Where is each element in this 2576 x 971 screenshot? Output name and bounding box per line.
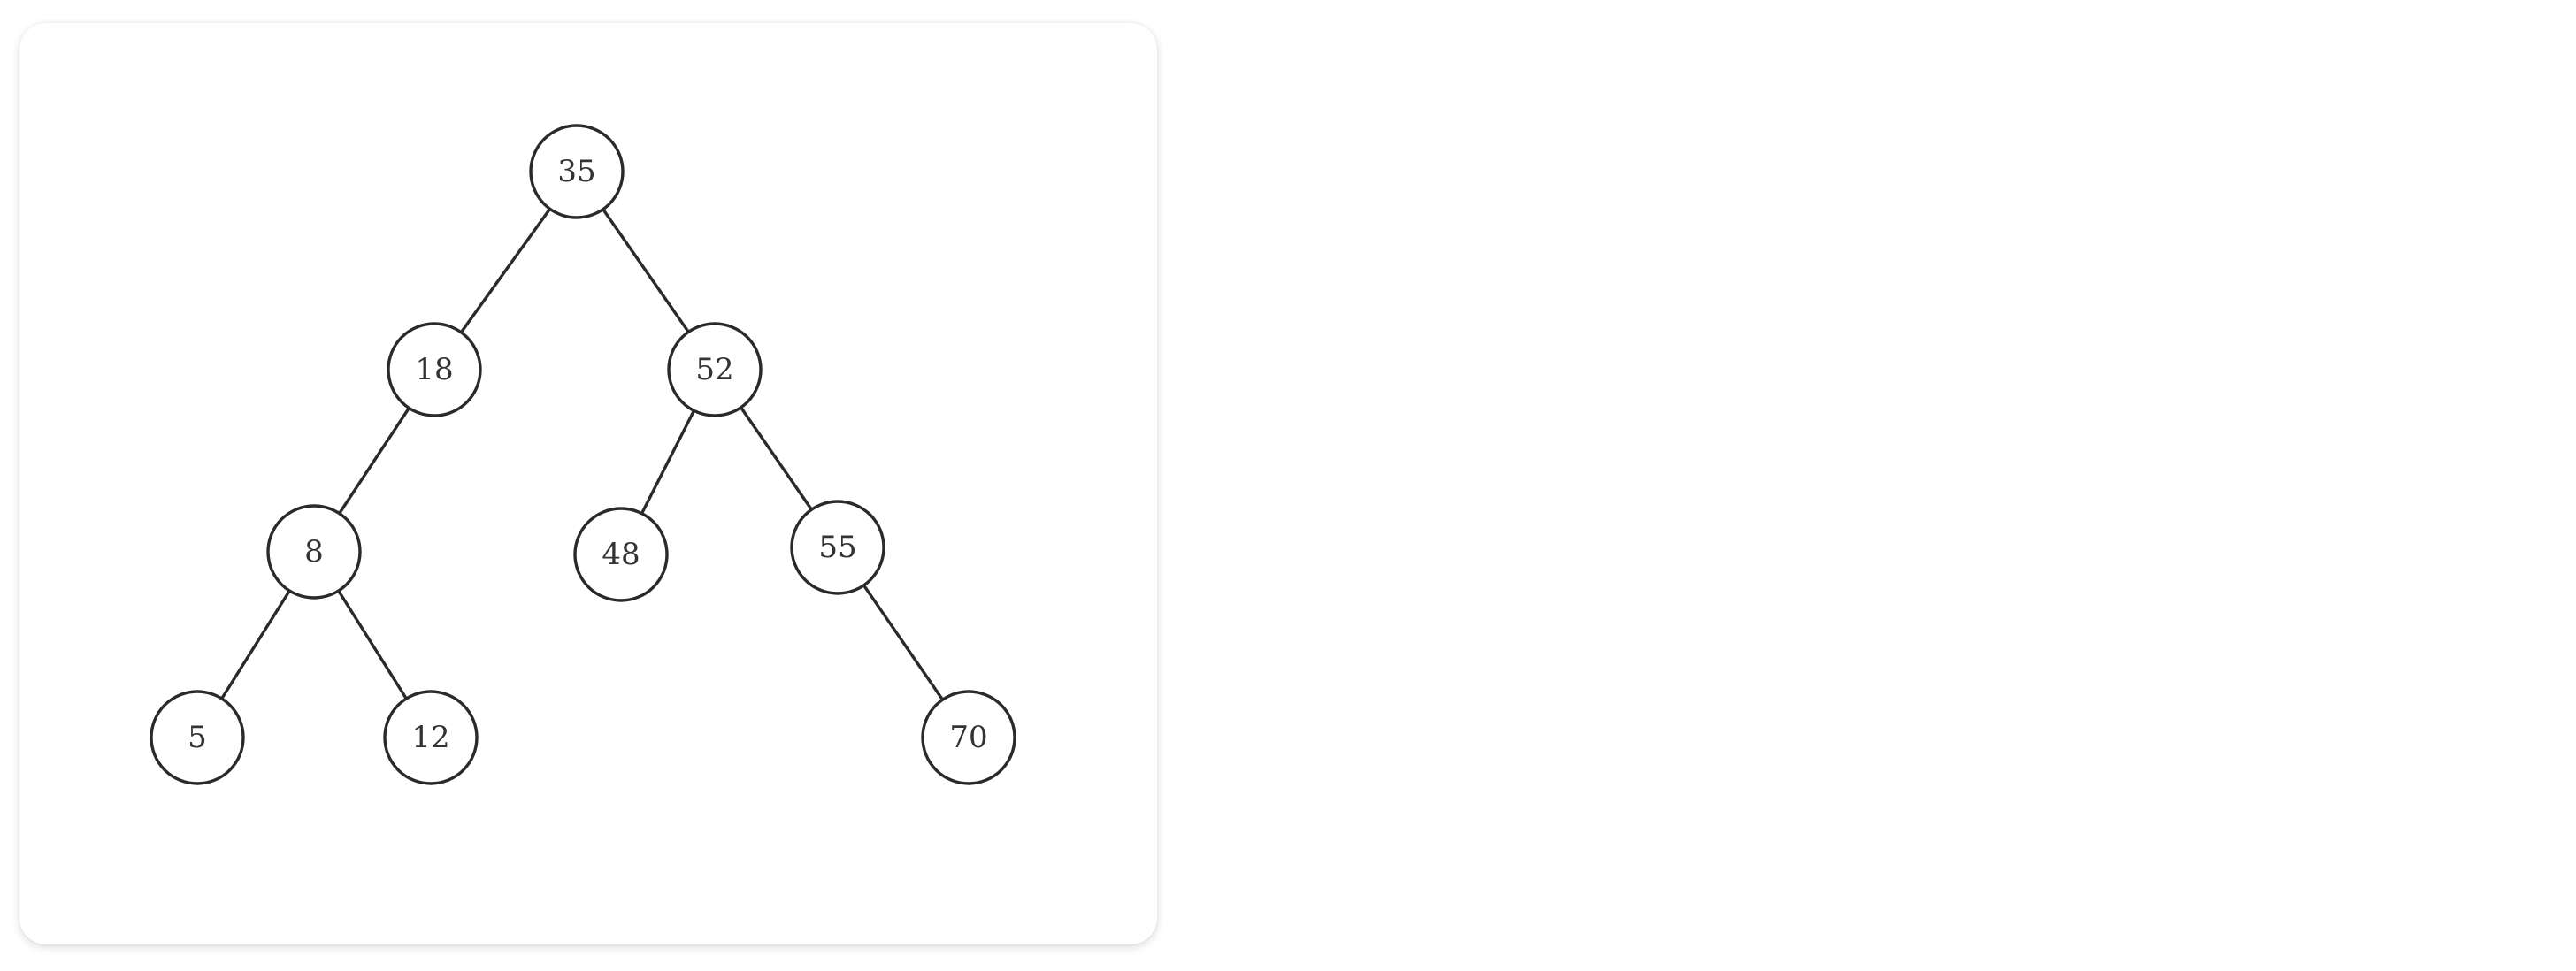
node-label: 8: [304, 534, 324, 570]
node-label: 52: [695, 352, 733, 387]
tree-node-55: 55: [790, 500, 886, 595]
node-circle: [667, 322, 763, 417]
diagram-card: 35 18 52 8 48 55 5 12 70: [19, 23, 1157, 944]
node-label: 55: [818, 530, 856, 565]
tree-edge: [602, 208, 690, 333]
tree-node-8: 8: [266, 504, 362, 600]
node-label: 18: [415, 352, 453, 387]
tree-edge: [640, 409, 695, 515]
node-circle: [266, 504, 362, 600]
tree-edge: [862, 584, 944, 701]
tree-node-48: 48: [573, 507, 669, 602]
tree-edge: [459, 208, 552, 333]
tree-edge: [740, 406, 813, 511]
node-circle: [790, 500, 886, 595]
tree-edge: [338, 407, 410, 515]
tree-node-70: 70: [921, 690, 1016, 785]
node-circle: [573, 507, 669, 602]
node-circle: [921, 690, 1016, 785]
tree-node-12: 12: [383, 690, 479, 785]
tree-node-35: 35: [529, 124, 625, 219]
tree-node-5: 5: [150, 690, 245, 785]
tree-edge: [220, 590, 291, 700]
tree-node-18: 18: [387, 322, 482, 417]
node-label: 70: [949, 720, 987, 755]
node-circle: [383, 690, 479, 785]
node-circle: [529, 124, 625, 219]
node-label: 35: [557, 154, 595, 189]
node-label: 48: [602, 537, 640, 572]
tree-edges: [220, 208, 944, 701]
node-circle: [387, 322, 482, 417]
tree-edge: [337, 590, 408, 700]
tree-node-52: 52: [667, 322, 763, 417]
node-label: 5: [188, 720, 207, 755]
node-label: 12: [411, 720, 449, 755]
node-circle: [150, 690, 245, 785]
